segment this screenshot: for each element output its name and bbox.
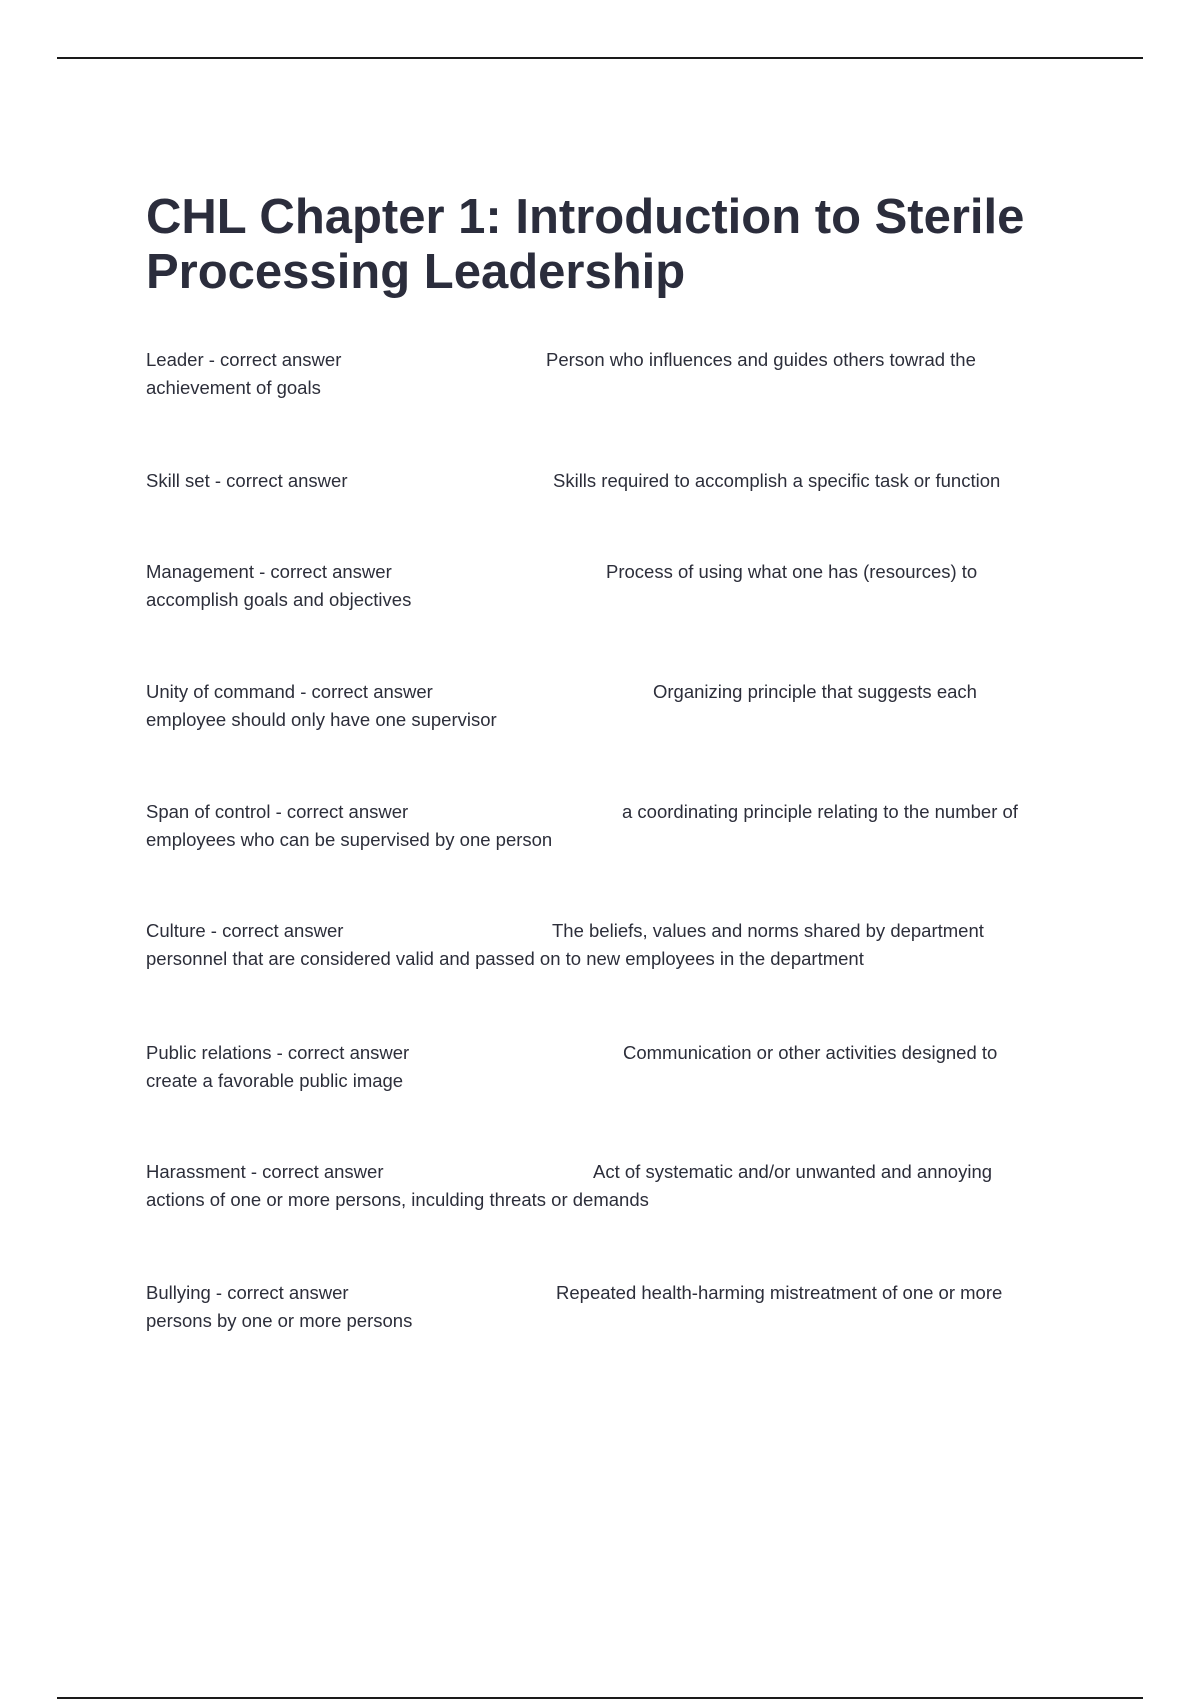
list-item: Span of control - correct answer a coordi… xyxy=(146,798,1106,854)
definition: a coordinating principle relating to the… xyxy=(622,801,1018,822)
definition: Skills required to accomplish a specific… xyxy=(553,470,1001,491)
term: Bullying - correct answer xyxy=(146,1282,349,1303)
definition-continued: persons by one or more persons xyxy=(146,1310,413,1331)
top-rule xyxy=(57,57,1143,59)
term: Harassment - correct answer xyxy=(146,1161,384,1182)
list-item: Harassment - correct answer Act of system… xyxy=(146,1158,1106,1214)
definition-continued: employees who can be supervised by one p… xyxy=(146,829,553,850)
definition: Communication or other activities design… xyxy=(623,1042,998,1063)
definition: The beliefs, values and norms shared by … xyxy=(552,920,984,941)
definition: Act of systematic and/or unwanted and an… xyxy=(593,1161,993,1182)
definition-continued: personnel that are considered valid and … xyxy=(146,948,864,969)
list-item: Management - correct answer Process of us… xyxy=(146,558,1106,614)
title-line-1: CHL Chapter 1: Introduction to Sterile xyxy=(146,190,1025,244)
definition-continued: achievement of goals xyxy=(146,377,321,398)
term: Skill set - correct answer xyxy=(146,470,348,491)
term: Public relations - correct answer xyxy=(146,1042,410,1063)
term: Management - correct answer xyxy=(146,561,392,582)
page-title: CHL Chapter 1: Introduction to Sterile P… xyxy=(146,190,1106,300)
title-line-2: Processing Leadership xyxy=(146,245,686,299)
list-item: Culture - correct answer The beliefs, val… xyxy=(146,917,1106,973)
definition: Process of using what one has (resources… xyxy=(606,561,978,582)
list-item: Bullying - correct answer Repeated health… xyxy=(146,1279,1106,1335)
definition: Person who influences and guides others … xyxy=(546,349,976,370)
term: Leader - correct answer xyxy=(146,349,342,370)
definition-continued: accomplish goals and objectives xyxy=(146,589,412,610)
list-item: Public relations - correct answer Communi… xyxy=(146,1039,1106,1095)
definition-continued: create a favorable public image xyxy=(146,1070,404,1091)
definition: Organizing principle that suggests each xyxy=(653,681,977,702)
definition: Repeated health-harming mistreatment of … xyxy=(556,1282,1003,1303)
definition-continued: actions of one or more persons, inculdin… xyxy=(146,1189,649,1210)
list-item: Leader - correct answer Person who influe… xyxy=(146,346,1106,402)
term: Culture - correct answer xyxy=(146,920,344,941)
definition-continued: employee should only have one supervisor xyxy=(146,709,497,730)
list-item: Skill set - correct answer Skills require… xyxy=(146,467,1106,495)
bottom-rule xyxy=(57,1697,1143,1699)
term: Span of control - correct answer xyxy=(146,801,409,822)
list-item: Unity of command - correct answer Organiz… xyxy=(146,678,1106,734)
term: Unity of command - correct answer xyxy=(146,681,433,702)
